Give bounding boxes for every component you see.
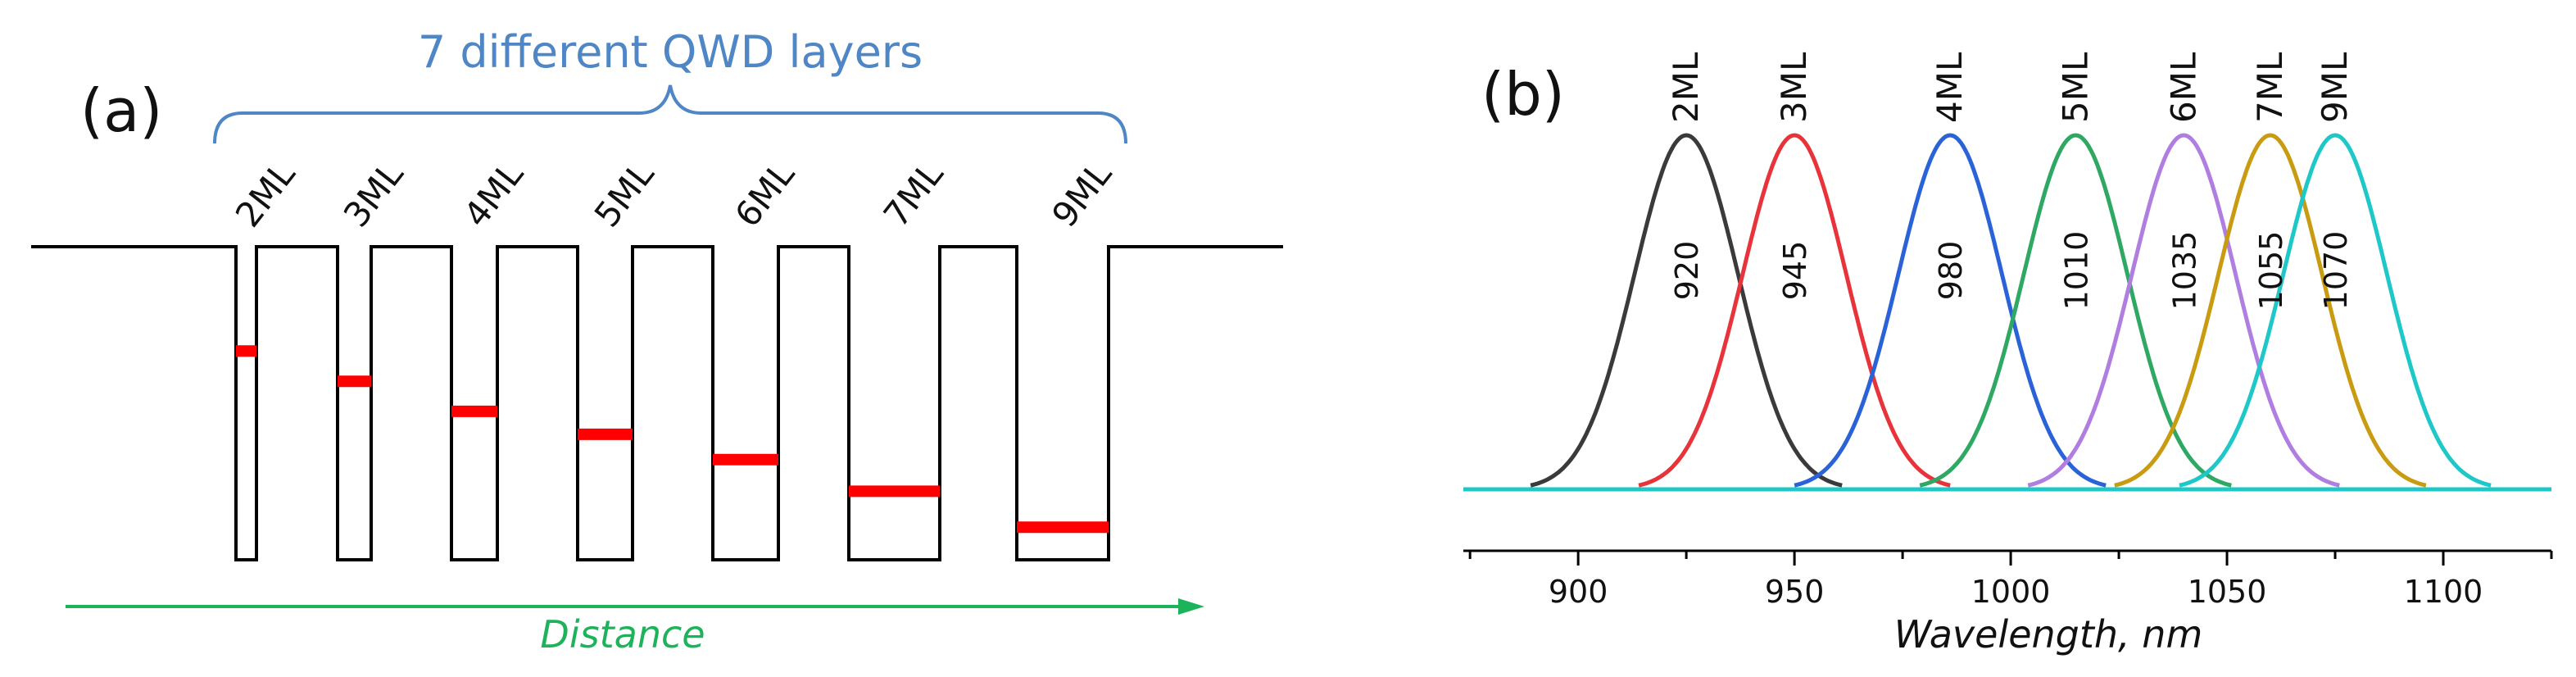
panel-a-label: (a) — [80, 76, 162, 145]
x-axis-title: Wavelength, nm — [1894, 612, 2203, 657]
series-label-6ML: 6ML — [2163, 52, 2203, 123]
x-tick-label-1000: 1000 — [1971, 574, 2051, 610]
x-tick-label-950: 950 — [1765, 574, 1825, 610]
well-label-5ML: 5ML — [587, 153, 662, 234]
spectrum-9ML — [2179, 133, 2492, 488]
peak-label-4ML: 980 — [1933, 241, 1969, 301]
panel-b-label: (b) — [1481, 60, 1565, 129]
well-label-4ML: 4ML — [456, 153, 531, 234]
well-labels: 2ML 3ML 4ML 5ML 6ML 7ML 9ML — [228, 153, 1120, 234]
series-labels: 2ML 3ML 4ML 5ML 6ML 7ML 9ML — [1666, 52, 2355, 123]
peak-label-6ML: 1035 — [2166, 231, 2202, 311]
energy-levels — [236, 345, 1109, 534]
series-label-9ML: 9ML — [2315, 52, 2355, 123]
peak-label-5ML: 1010 — [2058, 231, 2094, 311]
x-tick-label-1050: 1050 — [2188, 574, 2267, 610]
panel-a: (a) 7 different QWD layers 2ML 3ML 4ML 5ML 6… — [31, 26, 1283, 657]
spectrum-5ML — [1919, 133, 2232, 488]
spectrum-6ML — [2027, 133, 2340, 488]
brace-label: 7 different QWD layers — [418, 26, 923, 78]
well-label-6ML: 6ML — [727, 153, 802, 234]
peak-labels: 920 945 980 1010 1035 1055 1070 — [1669, 231, 2354, 311]
distance-arrow-head — [1178, 598, 1204, 615]
well-label-2ML: 2ML — [228, 153, 303, 234]
quantum-well-profile — [31, 245, 1283, 561]
x-tick-label-900: 900 — [1549, 574, 1608, 610]
distance-label: Distance — [540, 612, 705, 657]
spectrum-7ML — [2114, 133, 2427, 488]
series-label-7ML: 7ML — [2250, 52, 2290, 123]
peak-label-7ML: 1055 — [2253, 231, 2289, 311]
peak-label-3ML: 945 — [1777, 241, 1813, 301]
spectrum-2ML — [1530, 133, 1843, 488]
well-label-7ML: 7ML — [876, 153, 951, 234]
x-ticks: 900 950 1000 1050 1100 — [1468, 551, 2553, 610]
series-label-3ML: 3ML — [1774, 52, 1814, 123]
series-label-4ML: 4ML — [1930, 52, 1970, 123]
well-label-3ML: 3ML — [336, 153, 411, 234]
panel-b: (b) 900 950 1000 1050 1100 Wavelength, nm 2M… — [1463, 52, 2553, 657]
series-label-5ML: 5ML — [2055, 52, 2095, 123]
spectrum-4ML — [1794, 133, 2107, 488]
spectrum-3ML — [1638, 133, 1951, 488]
peak-label-9ML: 1070 — [2318, 231, 2354, 311]
peak-label-2ML: 920 — [1669, 241, 1705, 301]
spectra — [1530, 133, 2492, 488]
brace — [213, 84, 1127, 144]
series-label-2ML: 2ML — [1666, 52, 1706, 123]
well-label-9ML: 9ML — [1044, 153, 1119, 234]
x-tick-label-1100: 1100 — [2404, 574, 2483, 610]
